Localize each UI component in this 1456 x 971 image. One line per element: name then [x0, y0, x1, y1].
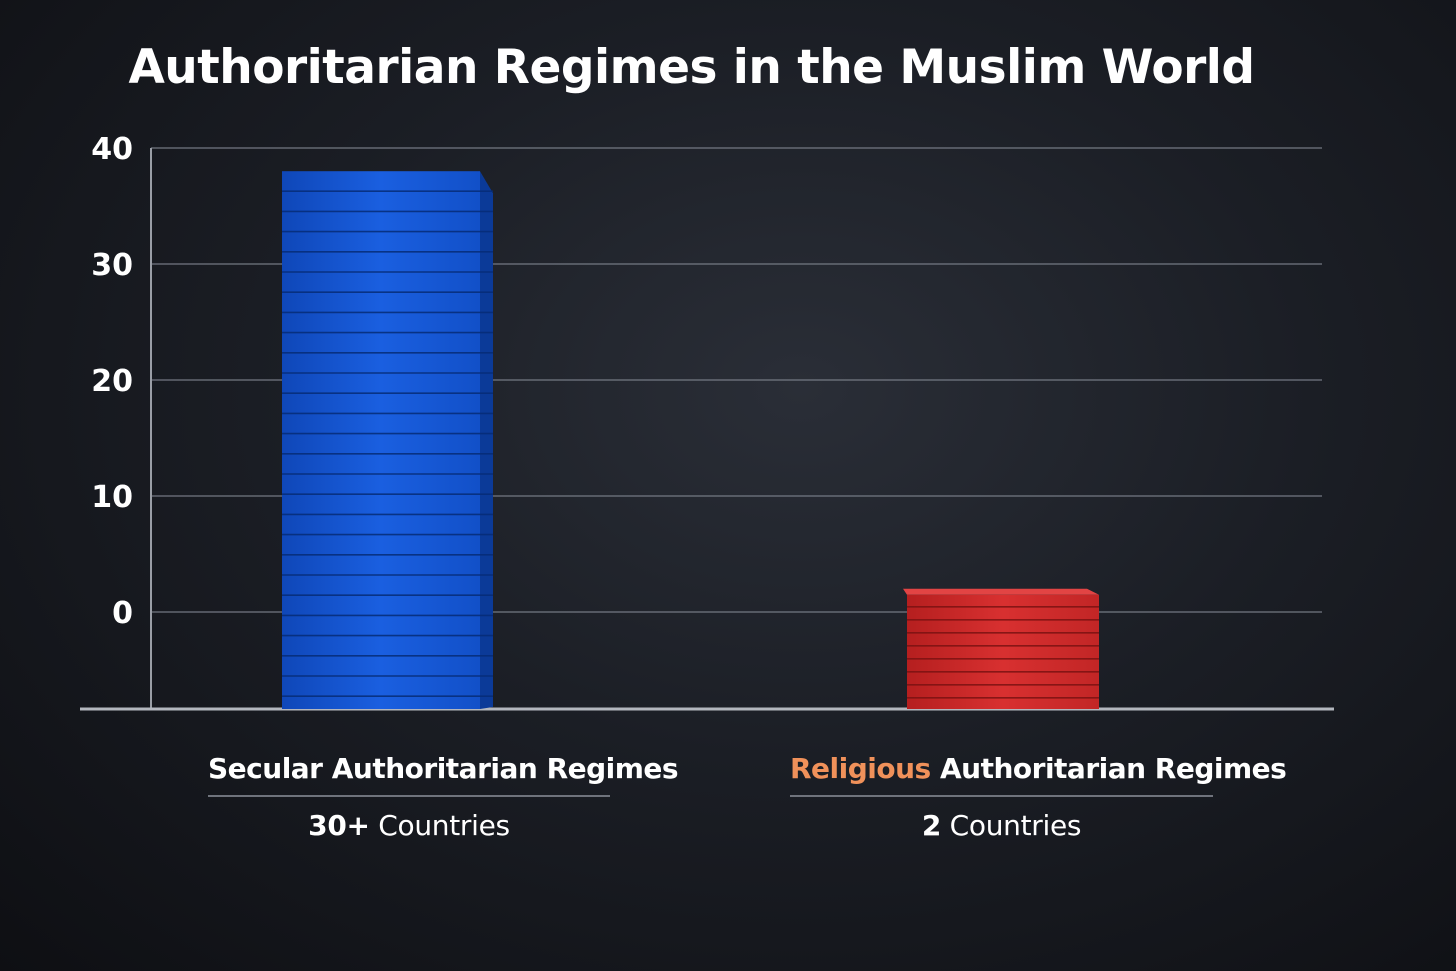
y-tick-label: 40	[91, 132, 133, 167]
bars	[282, 171, 1099, 709]
category-main-text: Authoritarian Regimes	[939, 752, 1287, 785]
category-label-secular: Secular Authoritarian Regimes 30+ Countr…	[208, 752, 679, 842]
category-main-text: Secular Authoritarian Regimes	[208, 752, 679, 785]
category-count-unit: Countries	[378, 809, 510, 842]
category-count: 2 Countries	[790, 809, 1213, 842]
category-count-unit: Countries	[949, 809, 1082, 842]
category-count: 30+ Countries	[208, 809, 610, 842]
category-name: Religious Authoritarian Regimes	[790, 752, 1287, 797]
bar-1	[903, 588, 1099, 709]
bar-0	[282, 171, 493, 709]
y-tick-label: 10	[91, 480, 133, 515]
chart-title: Authoritarian Regimes in the Muslim Worl…	[128, 40, 1255, 95]
y-axis-ticks: 40 30 20 10 0	[91, 132, 133, 631]
axes	[80, 148, 1334, 711]
y-tick-label: 30	[91, 248, 133, 283]
y-tick-label: 0	[112, 596, 133, 631]
category-accent-word: Religious	[790, 752, 931, 785]
category-count-value: 2	[921, 809, 941, 842]
category-name: Secular Authoritarian Regimes	[208, 752, 679, 797]
category-count-value: 30+	[308, 809, 370, 842]
y-tick-label: 20	[91, 364, 133, 399]
category-label-religious: Religious Authoritarian Regimes 2 Countr…	[790, 752, 1287, 842]
